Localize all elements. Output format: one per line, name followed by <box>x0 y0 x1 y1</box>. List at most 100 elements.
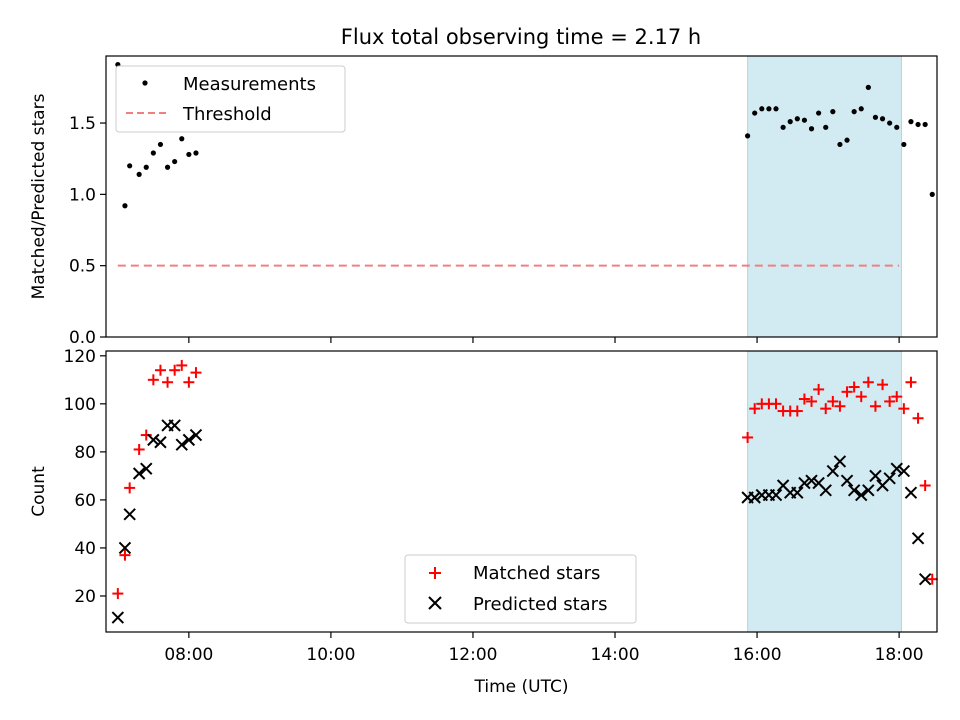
matched-point <box>919 479 931 491</box>
predicted-point-b <box>897 464 911 478</box>
y-tick-label: 120 <box>64 347 96 367</box>
ratio-legend: Measurements Threshold <box>115 65 346 133</box>
predicted-point <box>840 474 854 487</box>
matched-point <box>791 405 803 417</box>
measurement-point <box>744 133 751 139</box>
measurement-point <box>787 119 793 125</box>
predicted-point <box>748 491 761 504</box>
matched-point <box>749 403 761 415</box>
matched-point <box>905 376 917 388</box>
ratio-panel: 0.0 0.5 1.0 1.5 Matched/Predicted stars <box>29 55 938 348</box>
measurement-point <box>136 171 142 177</box>
predicted-point <box>154 436 167 449</box>
x-tick-label: 12:00 <box>448 645 497 665</box>
measurement-point <box>122 203 128 209</box>
predicted-point-b <box>140 462 153 475</box>
matched-point <box>119 549 131 561</box>
predicted-point-b <box>904 486 918 499</box>
x-tick-label: 18:00 <box>875 645 924 665</box>
measurement-point <box>127 163 133 169</box>
matched-point <box>926 573 938 585</box>
predicted-point-b <box>869 469 882 483</box>
y-tick-label: 20 <box>74 587 96 607</box>
predicted-point <box>118 541 132 555</box>
measurement-point <box>179 136 185 142</box>
count-legend: Matched stars Predicted stars <box>404 554 637 624</box>
predicted-point-b <box>862 484 875 497</box>
x-tick-label: 10:00 <box>306 645 355 665</box>
predicted-point-b <box>123 508 136 521</box>
matched-point <box>813 383 825 395</box>
predicted-point-b <box>847 484 861 497</box>
predicted-point <box>847 484 861 497</box>
y-tick-label: 0.0 <box>69 328 96 348</box>
matched-point <box>798 393 810 405</box>
matched-point <box>124 482 136 494</box>
predicted-point-b <box>168 419 181 432</box>
predicted-point <box>883 472 896 485</box>
x-tick-label: 14:00 <box>591 645 640 665</box>
predicted-point <box>805 474 818 487</box>
predicted-point-b <box>111 611 125 624</box>
measurement-point <box>865 84 871 90</box>
predicted-point-b <box>855 488 868 502</box>
measurement-point <box>172 158 178 165</box>
measurement-point <box>837 141 843 148</box>
legend-label-measurements: Measurements <box>183 74 316 95</box>
predicted-point <box>140 462 153 475</box>
matched-point <box>183 376 195 388</box>
predicted-point-b <box>819 484 832 497</box>
predicted-point <box>911 532 925 545</box>
predicted-point <box>791 486 804 499</box>
predicted-point <box>869 469 882 483</box>
x-axis-label: Time (UTC) <box>474 677 569 697</box>
measurement-point <box>816 110 822 116</box>
measurement-point <box>830 109 836 115</box>
predicted-point <box>904 486 918 499</box>
observing-span <box>747 55 902 338</box>
count-panel: 20 40 60 80 100 120 08:00 10:00 12:00 14:00 16:00 1… <box>29 347 938 697</box>
predicted-point-b <box>840 474 854 487</box>
measurement-point <box>894 124 900 130</box>
matched-point <box>742 431 754 443</box>
predicted-point-b <box>154 436 167 449</box>
predicted-point <box>918 572 932 586</box>
measurement-point <box>794 116 800 122</box>
matched-point <box>877 379 889 391</box>
matched-point <box>140 429 152 441</box>
y-tick-label: 1.5 <box>69 114 96 134</box>
predicted-point-b <box>776 479 790 492</box>
matched-point <box>898 403 910 415</box>
measurement-point <box>143 164 149 170</box>
measurement-point <box>915 121 921 128</box>
measurement-point <box>773 106 779 112</box>
predicted-point <box>855 488 868 502</box>
y-axis-label: Matched/Predicted stars <box>29 93 49 299</box>
predicted-point-b <box>798 476 811 490</box>
matched-point <box>862 376 874 388</box>
y-tick-label: 1.0 <box>69 185 96 205</box>
measurement-point <box>901 141 907 148</box>
legend-frame <box>404 554 637 624</box>
legend-label-predicted: Predicted stars <box>473 594 607 615</box>
predicted-point <box>175 438 188 451</box>
axes-frame <box>105 350 938 633</box>
matched-point <box>190 367 202 379</box>
predicted-point <box>798 476 811 490</box>
matched-point <box>154 364 166 376</box>
legend-plus-marker <box>429 567 441 579</box>
predicted-point <box>833 455 847 468</box>
measurement-point <box>801 117 808 123</box>
measurement-point <box>157 141 164 148</box>
x-tick-label: 16:00 <box>733 645 782 665</box>
measurement-point <box>922 121 928 128</box>
predicted-point-b <box>132 467 146 480</box>
predicted-point-b <box>175 438 188 451</box>
predicted-point-b <box>890 462 903 475</box>
predicted-point <box>897 464 911 478</box>
y-tick-label: 0.5 <box>69 257 96 277</box>
legend-frame <box>115 65 346 133</box>
measurement-point <box>858 106 864 112</box>
predicted-point-b <box>826 464 840 478</box>
